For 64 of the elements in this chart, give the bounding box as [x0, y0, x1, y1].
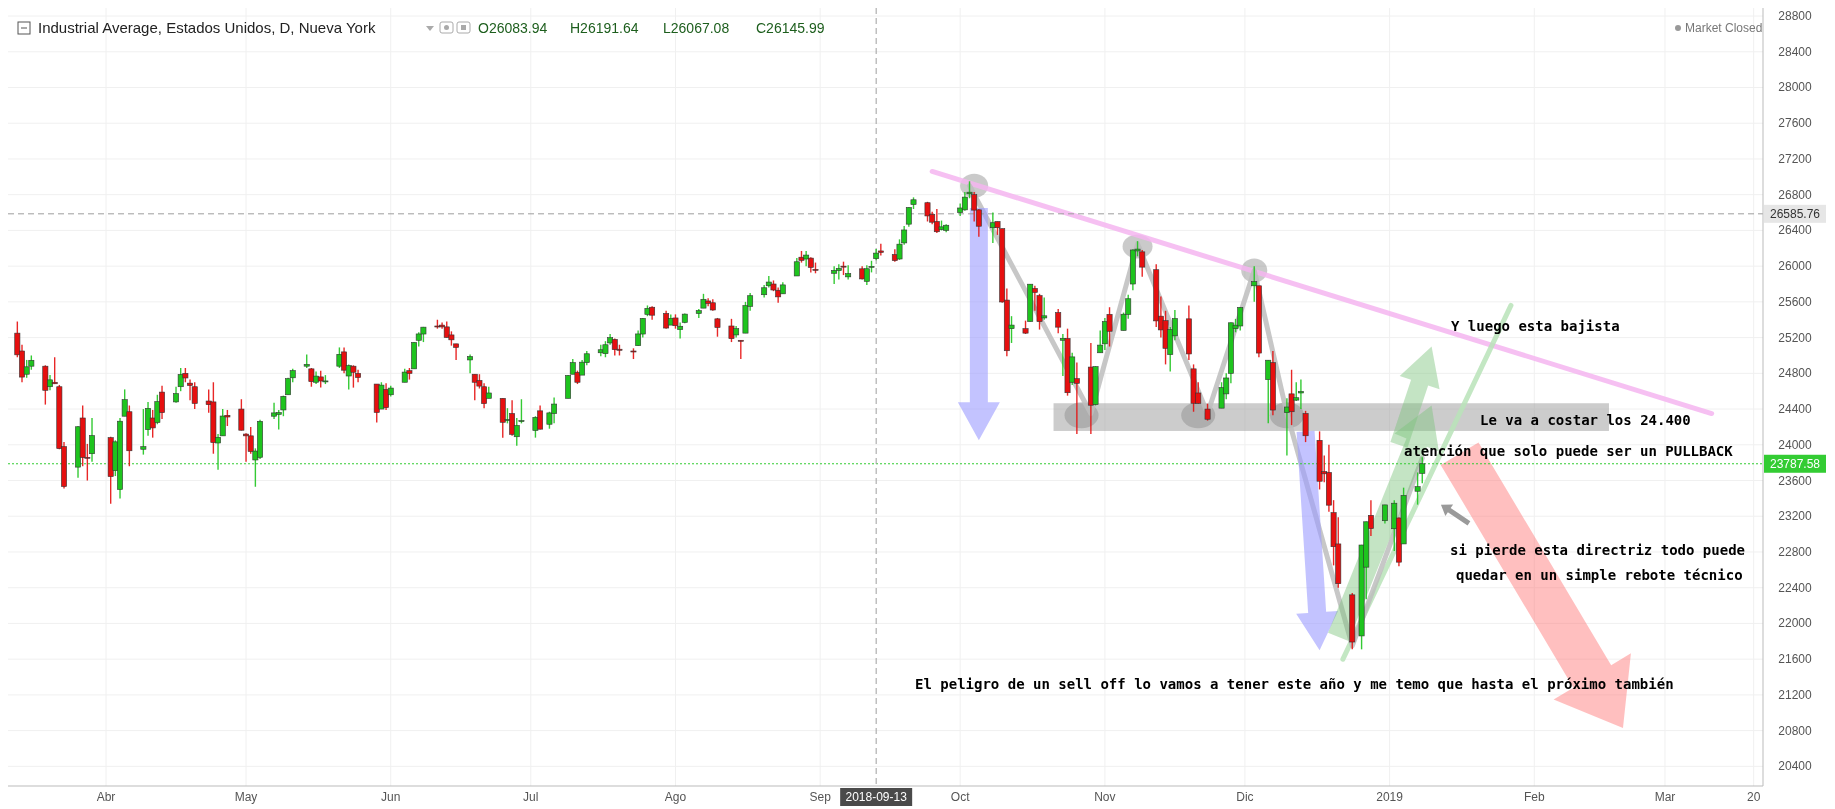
annotation: Market Closed — [1685, 21, 1763, 35]
x-tick-label: Mar — [1654, 790, 1676, 804]
y-tick-label: 24800 — [1778, 366, 1813, 381]
y-tick-label: 21600 — [1778, 652, 1813, 667]
candlestick — [499, 397, 506, 439]
text: Industrial Average, Estados Unidos, D, Nueva York — [38, 19, 376, 36]
y-tick-label: 21200 — [1778, 687, 1813, 702]
y-tick-label: 28800 — [1778, 9, 1813, 24]
y-tick-label: 20400 — [1778, 759, 1813, 774]
annotation: atención que solo puede ser un PULLBACK — [1404, 443, 1734, 459]
y-tick-label: 28000 — [1778, 80, 1813, 95]
x-tick-label: Ago — [664, 790, 687, 804]
candlestick — [1302, 410, 1309, 443]
x-tick-label: Jun — [381, 790, 401, 804]
x-tick-label: 2019 — [1376, 790, 1404, 804]
candlestick — [51, 356, 58, 385]
y-tick-label: 24400 — [1778, 402, 1813, 417]
candlestick — [467, 353, 473, 375]
x-tick-label: Nov — [1094, 790, 1116, 804]
x-tick-label: Sep — [809, 790, 832, 804]
x-tick-label: Dic — [1236, 790, 1254, 804]
y-tick-label: 25600 — [1778, 294, 1813, 309]
y-tick-label: 22000 — [1778, 616, 1813, 631]
candlestick — [1055, 308, 1062, 334]
candlestick — [877, 243, 884, 257]
x-tick-label: May — [234, 790, 258, 804]
y-tick-label: 23600 — [1778, 473, 1813, 488]
y-tick-label: 26800 — [1778, 187, 1813, 202]
ref-line-label: 2018-09-13 — [845, 790, 908, 804]
ref-line-label: 26585.76 — [1769, 206, 1821, 221]
annotation: C26145.99 — [756, 20, 825, 36]
annotation: H26191.64 — [570, 20, 639, 36]
candlestick — [336, 346, 343, 369]
y-tick-label: 23200 — [1778, 509, 1813, 524]
x-tick-label: Oct — [950, 790, 971, 804]
x-tick-label: 20 — [1746, 790, 1761, 804]
annotation: O26083.94 — [478, 20, 548, 36]
x-tick-label: Abr — [96, 790, 116, 804]
annotation: Y luego esta bajista — [1451, 318, 1620, 334]
candlestick — [238, 398, 245, 432]
candlestick — [191, 381, 198, 410]
candlestick — [831, 265, 838, 285]
annotation: L26067.08 — [663, 20, 730, 36]
y-tick-label: 20800 — [1778, 723, 1813, 738]
y-tick-label: 26400 — [1778, 223, 1813, 238]
annotation: si pierde esta directriz todo puede — [1450, 542, 1746, 558]
annotation: Le va a costar los 24.400 — [1480, 412, 1691, 428]
x-tick-label: Feb — [1523, 790, 1545, 804]
y-tick-label: 28400 — [1778, 44, 1813, 59]
annotation: quedar en un simple rebote técnico — [1456, 567, 1743, 583]
y-tick-label: 27200 — [1778, 151, 1813, 166]
y-tick-label: 27600 — [1778, 116, 1813, 131]
y-tick-label: 22800 — [1778, 544, 1813, 559]
candlestick — [1382, 503, 1388, 525]
y-tick-label: 26000 — [1778, 259, 1813, 274]
y-tick-label: 24000 — [1778, 437, 1813, 452]
y-tick-label: 22400 — [1778, 580, 1813, 595]
candlestick — [140, 408, 147, 456]
ref-line-label: 23787.58 — [1769, 456, 1821, 471]
candlestick — [1106, 306, 1113, 348]
x-tick-label: Jul — [523, 790, 539, 804]
candlestick — [737, 339, 744, 360]
y-tick-label: 25200 — [1778, 330, 1813, 345]
annotation: El peligro de un sell off lo vamos a tener este año y me temo que hasta el próximo también — [915, 676, 1674, 692]
